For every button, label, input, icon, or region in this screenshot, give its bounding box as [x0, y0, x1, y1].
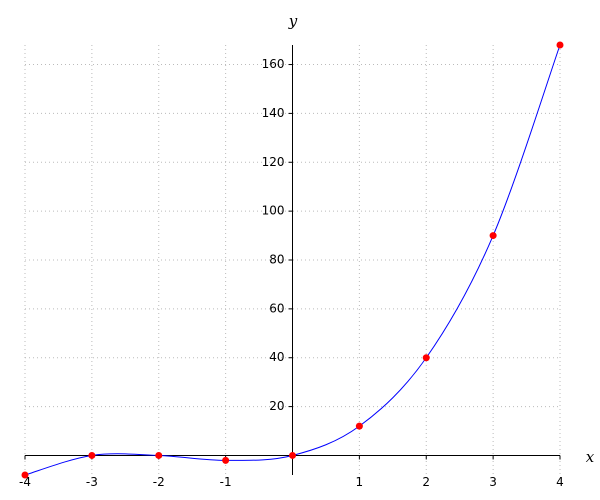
point [489, 232, 497, 240]
y-tick-label: 160 [262, 57, 285, 71]
x-axis-title: x [586, 448, 595, 466]
point [556, 41, 564, 49]
point [289, 451, 296, 459]
x-tick-label: -4 [19, 475, 31, 489]
x-tick-label: 2 [422, 475, 430, 489]
y-tick-label: 140 [262, 106, 285, 120]
x-tick-label: -1 [220, 475, 232, 489]
x-tick-label: 4 [556, 475, 564, 489]
point [422, 354, 430, 362]
point [155, 451, 163, 459]
point [222, 456, 230, 464]
point [355, 422, 363, 430]
point [88, 451, 96, 459]
y-tick-label: 20 [269, 399, 284, 413]
y-tick-label: 40 [269, 350, 284, 364]
y-tick-label: 120 [262, 155, 285, 169]
y-tick-label: 80 [269, 253, 284, 267]
y-tick-label: 60 [269, 301, 284, 315]
x-tick-label: 3 [489, 475, 497, 489]
y-axis-title: y [288, 12, 298, 30]
x-tick-label: 1 [356, 475, 364, 489]
x-tick-label: -2 [153, 475, 165, 489]
x-tick-label: -3 [86, 475, 98, 489]
point [21, 471, 29, 479]
y-tick-label: 100 [262, 204, 285, 218]
